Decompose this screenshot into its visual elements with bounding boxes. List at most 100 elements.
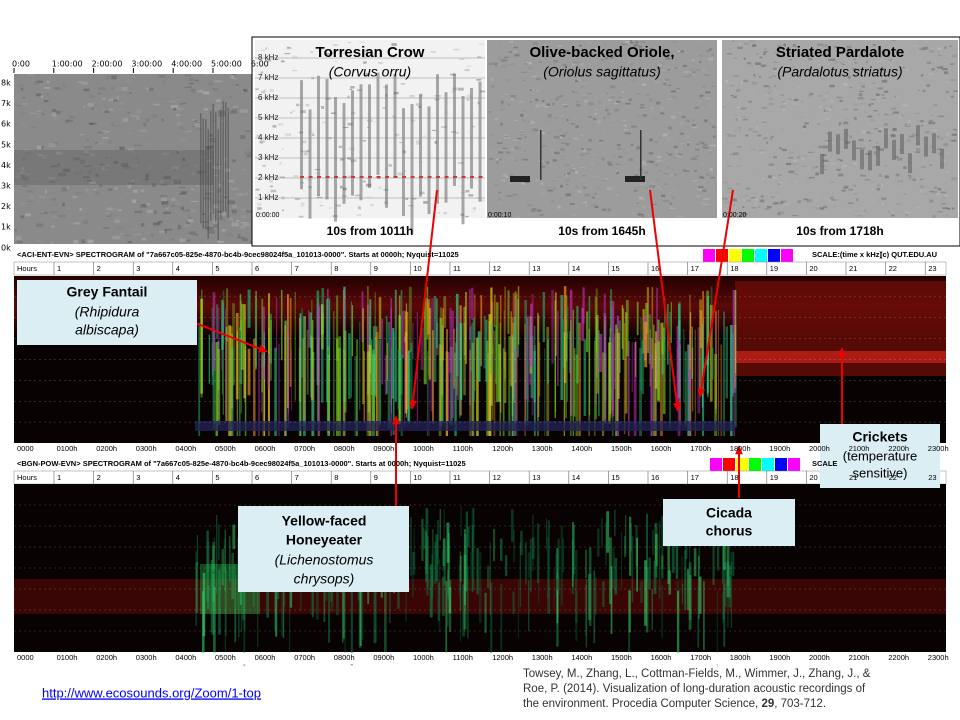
noise — [163, 166, 169, 169]
noise — [167, 178, 171, 183]
call — [325, 78, 329, 200]
activity — [423, 297, 427, 385]
noise — [607, 160, 612, 164]
noise — [87, 179, 92, 182]
time-tick: 1200h — [492, 653, 513, 662]
noise — [202, 197, 211, 200]
noise — [49, 181, 56, 183]
noise — [662, 69, 665, 71]
noise — [668, 83, 673, 86]
activity — [450, 347, 453, 426]
noise — [692, 124, 697, 127]
noise — [516, 137, 522, 140]
noise — [258, 139, 264, 142]
noise — [539, 214, 544, 216]
noise — [708, 151, 712, 154]
noise — [225, 93, 228, 98]
noise — [477, 56, 482, 58]
noise — [459, 58, 464, 60]
noise — [755, 204, 759, 208]
callout-latin: chrysops) — [294, 571, 355, 587]
noise — [894, 156, 899, 159]
activity — [451, 310, 454, 419]
noise — [907, 139, 911, 142]
activity — [195, 551, 198, 626]
noise — [865, 152, 871, 155]
noise — [47, 142, 56, 147]
activity — [359, 581, 362, 647]
link[interactable]: http://www.ecosounds.org/Zoom/1-top — [42, 685, 261, 700]
noise — [692, 119, 695, 122]
time-tick: 0600h — [255, 444, 276, 453]
hour-tick: 3 — [136, 264, 140, 273]
activity — [730, 561, 733, 629]
noise — [628, 158, 633, 162]
noise — [61, 187, 67, 192]
noise — [612, 125, 615, 128]
call — [427, 106, 431, 215]
noise — [79, 207, 82, 211]
activity — [337, 348, 340, 426]
noise — [246, 154, 252, 158]
noise — [772, 177, 777, 179]
noise — [585, 204, 588, 208]
activity — [413, 528, 415, 569]
noise — [272, 124, 277, 128]
noise — [722, 178, 726, 180]
activity — [274, 584, 276, 609]
noise — [316, 197, 323, 199]
noise — [722, 181, 729, 184]
noise — [732, 113, 737, 116]
noise — [897, 164, 903, 167]
noise — [675, 155, 680, 157]
noise — [644, 93, 651, 97]
activity — [247, 289, 251, 328]
noise — [570, 123, 576, 125]
call-red — [308, 176, 313, 178]
noise — [560, 54, 565, 58]
noise — [633, 189, 638, 192]
noise — [104, 206, 113, 208]
activity — [664, 297, 666, 353]
noise — [506, 151, 511, 154]
noise — [669, 191, 672, 194]
noise — [860, 103, 866, 105]
noise — [863, 110, 867, 114]
noise — [322, 121, 327, 124]
activity — [583, 339, 587, 416]
overview-freq-axis — [0, 74, 14, 244]
noise — [513, 46, 519, 49]
activity — [421, 518, 424, 561]
activity — [517, 286, 520, 345]
noise — [22, 96, 26, 99]
noise — [815, 196, 819, 198]
noise — [751, 81, 758, 85]
zoom-caption: 10s from 1645h — [558, 224, 645, 238]
noise — [574, 91, 579, 94]
activity — [726, 562, 730, 587]
noise — [225, 232, 233, 237]
noise — [566, 118, 569, 122]
noise — [578, 52, 581, 55]
call — [892, 139, 896, 160]
activity — [298, 348, 302, 436]
activity — [503, 310, 505, 370]
noise — [906, 123, 911, 127]
noise — [938, 54, 941, 57]
callout-box — [17, 280, 197, 345]
noise — [823, 206, 828, 209]
noise — [114, 216, 122, 220]
time-tick: 0400h — [175, 444, 196, 453]
noise — [108, 140, 112, 145]
hour-tick: 20 — [809, 264, 817, 273]
noise — [142, 203, 146, 207]
noise — [584, 100, 588, 103]
noise — [727, 187, 731, 190]
citation-line: Roe, P. (2014). Visualization of long-du… — [523, 683, 866, 695]
noise — [85, 153, 92, 156]
activity — [465, 292, 468, 365]
noise — [862, 146, 866, 150]
call-red — [393, 176, 398, 178]
noise — [19, 202, 27, 206]
